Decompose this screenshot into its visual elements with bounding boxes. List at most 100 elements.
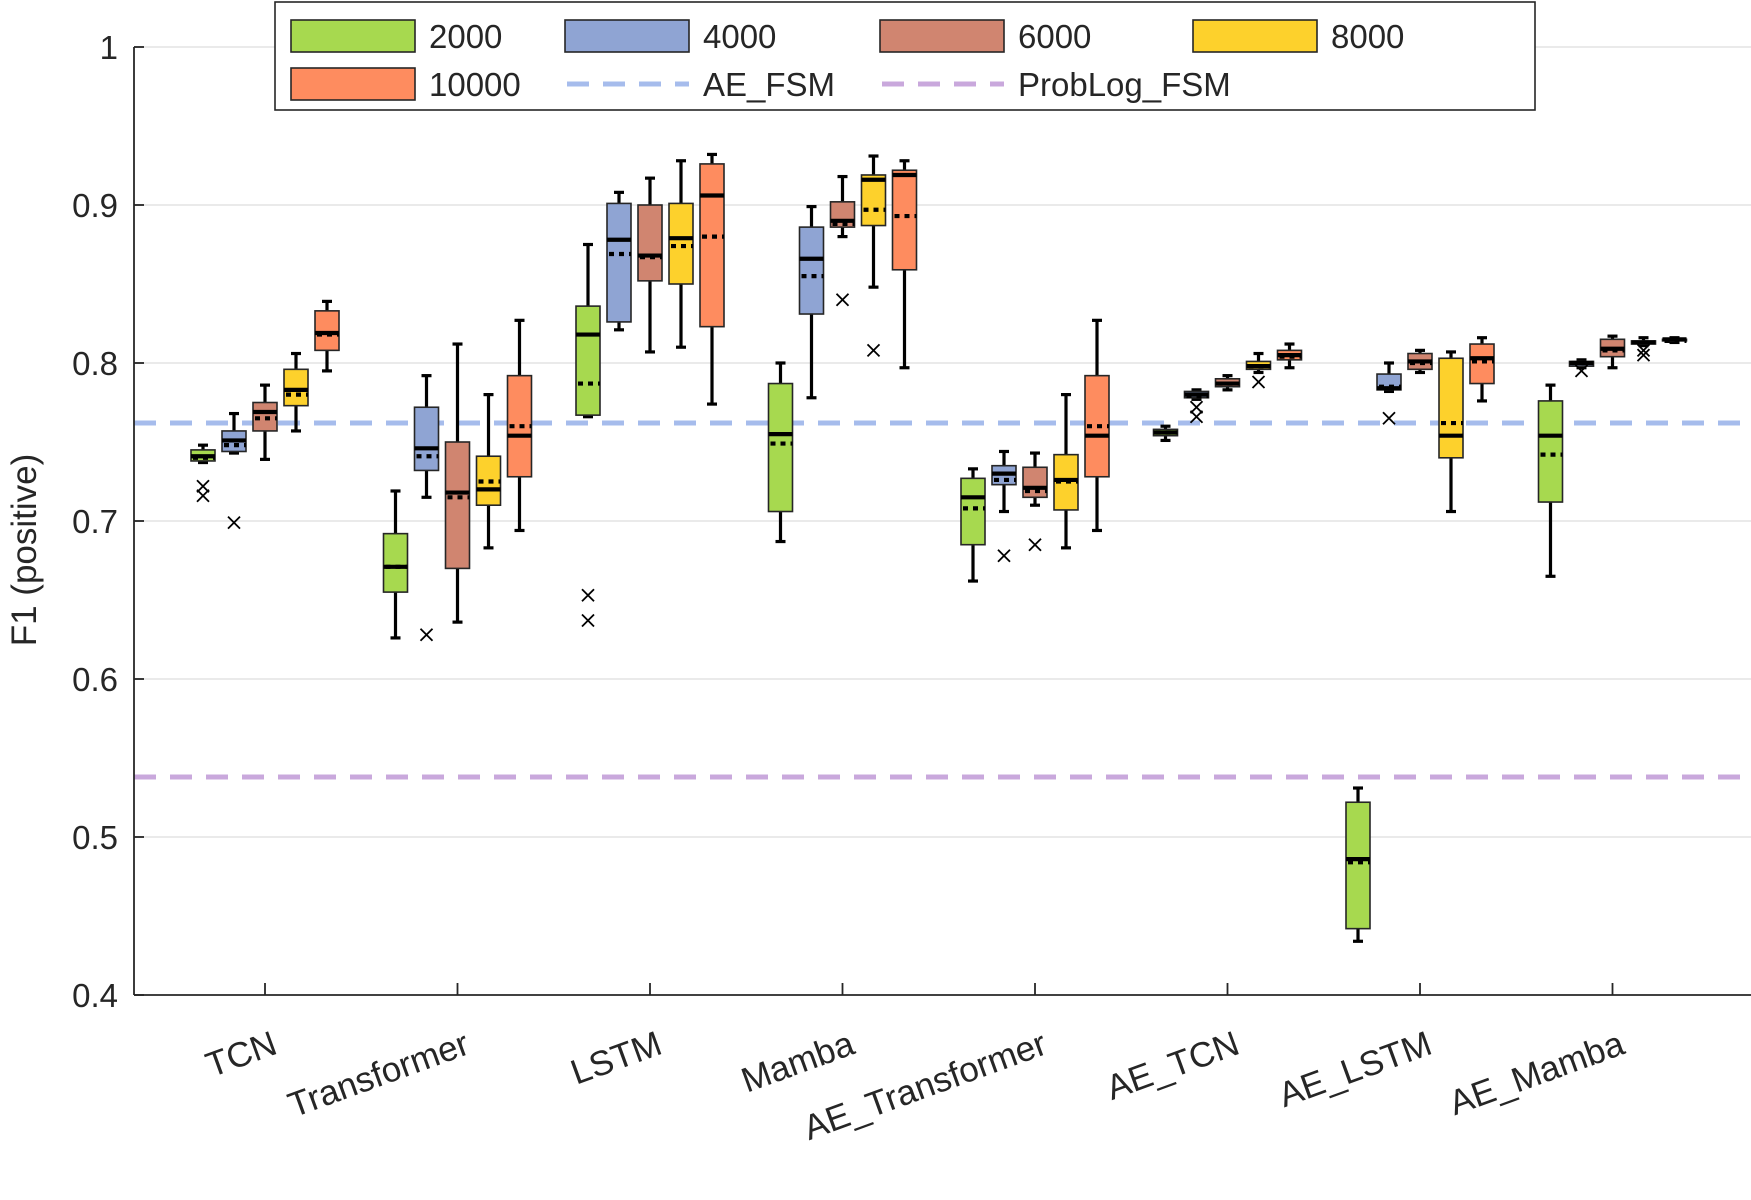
box-ae-lstm-6000 [1407,348,1433,375]
box-mamba-10000 [891,159,918,370]
outlier-marker [581,613,595,628]
box-ae-tcn-4000 [1183,388,1210,424]
box-ae-tcn-10000 [1276,342,1303,370]
box-body [891,169,918,271]
outlier-marker [1574,364,1589,378]
box-ae-transformer-8000 [1053,393,1079,550]
reference-lines [134,420,1751,780]
outlier-marker [419,628,434,642]
box-ae-transformer-10000 [1084,318,1110,533]
outlier-marker [227,515,241,530]
legend-label: 10000 [429,66,521,103]
box-ae-tcn-8000 [1245,351,1272,389]
outlier-marker [1382,411,1396,425]
outlier-marker [1189,410,1204,424]
box-ae-mamba-6000 [1599,334,1626,370]
outlier-marker [866,343,881,357]
box-body [1438,357,1464,459]
box-transformer-10000 [506,318,533,533]
box-ae-lstm-8000 [1438,350,1464,514]
box-body [798,226,825,315]
legend-label: 4000 [703,18,776,55]
x-tick-label: AE_LSTM [1274,1024,1437,1115]
box-tcn-10000 [314,299,340,373]
outlier-marker [1251,375,1266,389]
y-tick-label: 0.7 [72,503,118,540]
box-body [960,477,986,546]
outlier-marker [997,549,1011,563]
box-ae-tcn-6000 [1214,374,1241,392]
y-tick-label: 0.4 [72,977,118,1014]
legend-swatch [290,19,416,53]
box-body [637,204,663,282]
box-body [668,202,694,285]
legend-label: 8000 [1331,18,1404,55]
legend-label: 2000 [429,18,502,55]
box-tcn-4000 [221,411,247,530]
box-lstm-4000 [606,190,632,332]
box-mamba-6000 [829,174,856,307]
box-lstm-6000 [637,176,663,354]
outlier-marker [1636,348,1651,362]
legend-item-6000: 6000 [879,18,1091,55]
box-ae-mamba-10000 [1661,336,1688,345]
box-body [382,532,409,593]
x-tick-label: Mamba [736,1024,860,1101]
box-ae-mamba-8000 [1630,336,1657,362]
box-ae-mamba-2000 [1537,383,1564,578]
y-tick-label: 0.9 [72,187,118,224]
outlier-marker [581,588,595,602]
box-ae-lstm-4000 [1376,361,1402,425]
box-ae-transformer-6000 [1022,451,1048,552]
box-ae-lstm-2000 [1345,786,1371,943]
legend-item-ae-fsm: AE_FSM [567,66,835,103]
box-body [1537,400,1564,503]
outlier-marker [196,479,210,493]
box-body [444,441,471,570]
box-body [699,163,725,328]
box-body [1345,801,1371,930]
legend-item-problog-fsm: ProbLog_FSM [882,66,1231,103]
box-tcn-6000 [252,383,278,461]
box-body [606,202,632,323]
box-ae-mamba-4000 [1568,358,1595,378]
x-tick-label: AE_TCN [1101,1024,1244,1108]
box-body [1469,343,1495,385]
box-tcn-8000 [283,351,309,433]
outlier-marker [1028,538,1042,552]
outlier-marker [196,489,210,503]
x-tick-label: AE_Mamba [1444,1024,1630,1123]
box-body [283,368,309,407]
legend-item-10000: 10000 [290,66,521,103]
box-ae-lstm-10000 [1469,336,1495,403]
y-tick-label: 0.6 [72,661,118,698]
outlier-marker [1189,400,1204,414]
box-lstm-2000 [575,242,601,628]
legend-swatch [1192,19,1318,53]
box-ae-tcn-2000 [1152,424,1179,443]
legend-item-4000: 4000 [564,18,776,55]
box-body [575,305,601,416]
box-mamba-2000 [767,361,794,544]
legend-swatch [564,19,690,53]
box-body [767,382,794,513]
box-body [413,406,440,472]
x-tick-label: LSTM [566,1024,667,1093]
legend-label: 6000 [1018,18,1091,55]
box-body [860,174,887,227]
box-transformer-4000 [413,374,440,642]
grid-layer [134,46,1751,838]
legend-swatch [879,19,1005,53]
box-ae-transformer-2000 [960,467,986,583]
legend: 2000 4000 6000 8000 10000 AE_FSM ProbLog_FSM [274,1,1536,111]
box-lstm-8000 [668,159,694,349]
outlier-marker [1636,343,1651,357]
box-transformer-2000 [382,489,409,640]
legend-label: ProbLog_FSM [1018,66,1231,103]
y-tick-label: 1 [100,29,118,66]
box-ae-transformer-4000 [991,449,1017,563]
legend-item-2000: 2000 [290,18,502,55]
box-transformer-6000 [444,342,471,624]
x-tick-label: TCN [201,1024,282,1085]
